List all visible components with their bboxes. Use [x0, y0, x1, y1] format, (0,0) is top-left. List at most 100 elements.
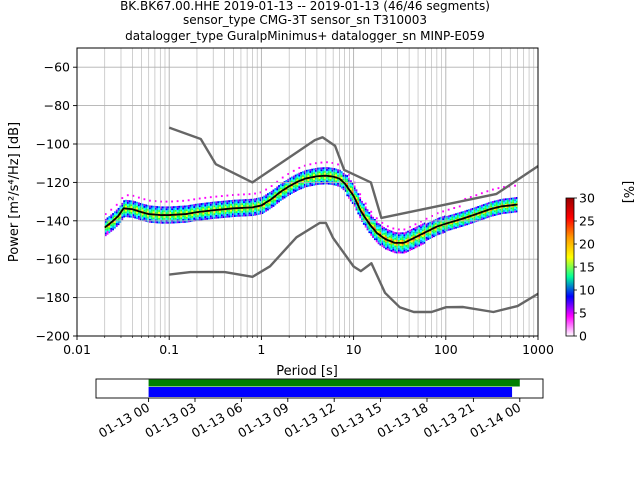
heatmap-cell: [318, 167, 321, 170]
heatmap-cell: [490, 205, 492, 208]
heatmap-cell: [409, 235, 411, 238]
heatmap-cell: [412, 229, 415, 232]
heatmap-cell: [501, 208, 504, 211]
heatmap-cell: [178, 217, 181, 220]
heatmap-cell: [420, 224, 422, 227]
heatmap-cell: [479, 218, 481, 221]
heatmap-cell: [211, 211, 214, 214]
heatmap-cell: [342, 172, 345, 175]
heatmap-cell: [311, 172, 314, 175]
heatmap-cell: [322, 178, 325, 181]
heatmap-cell: [174, 207, 177, 210]
heatmap-cell: [405, 245, 408, 247]
heatmap-cell: [228, 200, 231, 203]
heatmap-cell: [252, 198, 255, 201]
heatmap-cell: [263, 197, 266, 200]
heatmap-cell: [235, 203, 238, 206]
heatmap-cell: [235, 209, 238, 212]
heatmap-cell: [246, 210, 249, 213]
heatmap-cell: [453, 215, 456, 218]
heatmap-cell: [220, 200, 223, 203]
heatmap-cell: [158, 206, 161, 209]
heatmap-cell: [202, 208, 205, 211]
heatmap-cell: [440, 222, 443, 225]
heatmap-cell: [388, 237, 391, 240]
heatmap-cell: [309, 182, 312, 185]
heatmap-cell: [515, 210, 518, 213]
heatmap-cell: [307, 175, 310, 178]
heatmap-cell: [512, 209, 515, 211]
heatmap-cell: [515, 206, 518, 209]
heatmap-cell: [233, 201, 236, 204]
heatmap-cell: [462, 214, 465, 217]
heatmap-cell: [386, 240, 389, 243]
heatmap-cell: [381, 237, 384, 240]
heatmap-cell: [318, 169, 321, 172]
heatmap-cell: [361, 216, 363, 219]
heatmap-cell: [239, 205, 242, 208]
heatmap-cell: [396, 243, 398, 246]
heatmap-cell: [178, 207, 181, 210]
heatmap-cell: [326, 172, 328, 175]
heatmap-cell: [385, 243, 387, 246]
heatmap-cell: [274, 201, 277, 204]
heatmap-cell: [504, 211, 507, 214]
heatmap-cell: [425, 227, 428, 230]
heatmap-cell: [495, 213, 498, 216]
heatmap-cell: [390, 244, 393, 246]
heatmap-cell: [444, 217, 446, 220]
heatmap-cell: [373, 220, 376, 223]
heatmap-cell: [318, 179, 321, 181]
heatmap-cell: [381, 233, 384, 236]
heatmap-cell: [174, 217, 177, 220]
heatmap-cell: [377, 236, 380, 239]
heatmap-cell: [438, 219, 441, 222]
heatmap-cell: [200, 208, 203, 211]
heatmap-cell: [172, 215, 175, 218]
heatmap-cell: [375, 236, 378, 239]
heatmap-cell: [305, 175, 308, 178]
heatmap-cell: [324, 178, 327, 181]
colorbar-tick-label: 30: [579, 191, 595, 206]
heatmap-cell: [208, 207, 210, 210]
heatmap-cell: [375, 238, 378, 241]
heatmap-cell: [303, 182, 306, 184]
heatmap-cell: [252, 210, 255, 213]
heatmap-cell: [152, 219, 155, 222]
heatmap-cell: [139, 214, 142, 217]
heatmap-cell: [259, 212, 262, 215]
heatmap-cell: [388, 229, 391, 232]
heatmap-cell: [259, 191, 262, 194]
heatmap-cell: [296, 179, 299, 182]
heatmap-cell: [208, 211, 210, 214]
heatmap-cell: [324, 167, 327, 170]
heatmap-cell: [480, 212, 483, 215]
heatmap-cell: [160, 215, 162, 218]
heatmap-cell: [372, 232, 374, 235]
heatmap-cell: [432, 221, 435, 224]
heatmap-cell: [355, 195, 358, 198]
heatmap-cell: [224, 215, 227, 218]
heatmap-cell: [231, 203, 234, 206]
heatmap-cell: [401, 240, 404, 242]
heatmap-cell: [113, 220, 116, 223]
heatmap-cell: [149, 218, 151, 221]
heatmap-cell: [248, 212, 251, 215]
heatmap-cell: [217, 206, 220, 209]
heatmap-cell: [294, 174, 297, 177]
heatmap-cell: [167, 216, 170, 218]
heatmap-cell: [320, 180, 323, 183]
heatmap-cell: [407, 247, 410, 250]
heatmap-cell: [499, 210, 502, 213]
heatmap-cell: [425, 238, 428, 241]
heatmap-cell: [160, 200, 162, 203]
heatmap-cell: [316, 169, 319, 172]
heatmap-cell: [185, 211, 188, 214]
heatmap-cell: [294, 186, 297, 189]
heatmap-cell: [154, 207, 157, 210]
heatmap-cell: [255, 203, 258, 206]
heatmap-cell: [213, 207, 216, 210]
heatmap-cell: [394, 239, 397, 242]
heatmap-cell: [104, 220, 107, 223]
